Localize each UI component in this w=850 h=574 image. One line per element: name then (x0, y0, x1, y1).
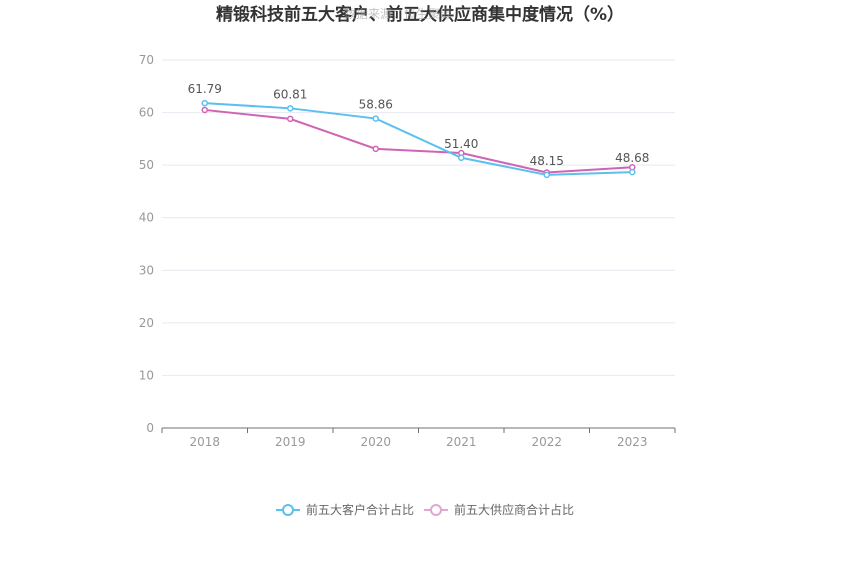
x-tick-label: 2020 (360, 435, 391, 449)
x-tick-label: 2023 (617, 435, 648, 449)
x-tick-label: 2021 (446, 435, 477, 449)
y-tick-label: 30 (139, 263, 154, 277)
legend-label: 前五大供应商合计占比 (454, 502, 574, 517)
data-point (201, 99, 208, 107)
y-tick-label: 20 (139, 316, 154, 330)
x-axis: 2018 2019 2020 2021 2022 2023 (161, 427, 676, 449)
grid-lines (162, 59, 675, 376)
legend-marker (282, 504, 294, 516)
legend[interactable]: 前五大客户合计占比 前五大供应商合计占比 (276, 502, 574, 517)
series-group (201, 99, 636, 179)
data-point (287, 105, 294, 112)
data-point (372, 115, 379, 122)
x-tick-label: 2019 (275, 435, 306, 449)
legend-item-0[interactable]: 前五大客户合计占比 (276, 502, 414, 517)
watermark: 数据来源：恒生聚源 (344, 6, 452, 21)
data-point (458, 154, 465, 162)
chart-title: 精锻科技前五大客户、前五大供应商集中度情况（%） (216, 4, 624, 25)
y-axis-ticks: 0 10 20 30 40 50 60 70 (139, 53, 154, 435)
series-line-0 (204, 102, 633, 176)
data-labels: 61.79 60.81 58.86 51.40 48.15 48.68 (188, 82, 650, 168)
data-label: 48.15 (530, 154, 564, 168)
legend-item-1[interactable]: 前五大供应商合计占比 (424, 502, 574, 517)
y-tick-label: 50 (139, 158, 154, 172)
legend-marker (430, 504, 442, 516)
data-label: 61.79 (188, 82, 222, 96)
data-label: 60.81 (273, 87, 307, 101)
data-label: 58.86 (359, 98, 393, 112)
data-point (201, 106, 208, 114)
y-tick-label: 40 (139, 211, 154, 225)
data-point (629, 168, 636, 176)
data-point (372, 145, 379, 153)
data-point (543, 171, 550, 179)
data-point (287, 115, 294, 123)
y-tick-label: 70 (139, 53, 154, 67)
y-tick-label: 10 (139, 368, 154, 382)
y-tick-label: 0 (146, 421, 154, 435)
series-line-1 (204, 108, 633, 174)
data-label: 48.68 (615, 151, 649, 165)
y-tick-label: 60 (139, 106, 154, 120)
x-tick-label: 2022 (531, 435, 562, 449)
legend-label: 前五大客户合计占比 (306, 502, 414, 517)
x-tick-label: 2018 (189, 435, 220, 449)
data-label: 51.40 (444, 137, 478, 151)
